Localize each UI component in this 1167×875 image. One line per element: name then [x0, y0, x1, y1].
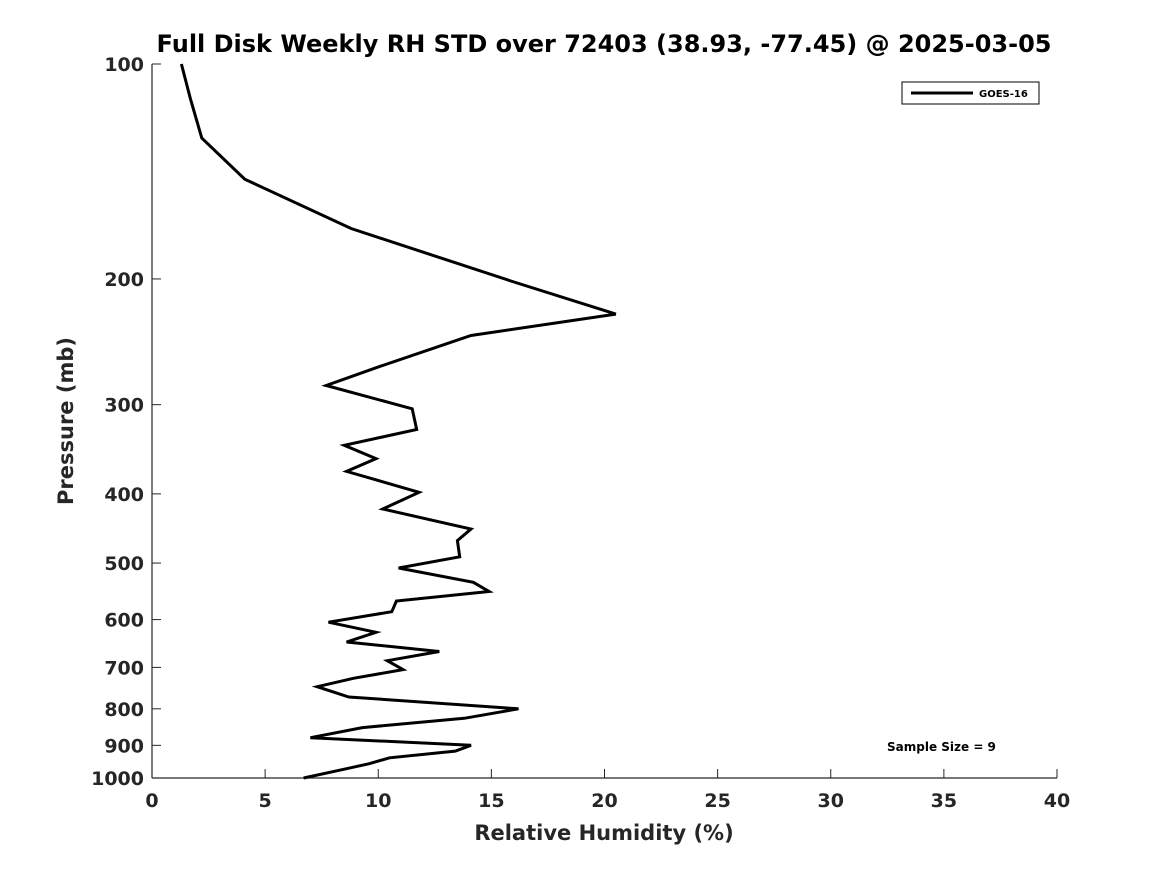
x-tick-label: 20: [591, 790, 617, 812]
legend: GOES-16: [901, 81, 1040, 105]
x-tick-label: 10: [365, 790, 391, 812]
plot-area: 0 5 10 15 20 25 30 35 40 100 200 300 400 500 600 700 80…: [91, 54, 1070, 812]
y-tick-label: 500: [104, 553, 144, 575]
y-ticks: 100 200 300 400 500 600 700 800 900 1000: [91, 54, 161, 790]
y-tick-label: 700: [104, 657, 144, 679]
x-tick-label: 40: [1044, 790, 1070, 812]
y-tick-label: 200: [104, 269, 144, 291]
x-tick-label: 25: [704, 790, 730, 812]
y-tick-label: 100: [104, 54, 144, 76]
sample-size-annotation: Sample Size = 9: [887, 740, 996, 754]
x-tick-label: 0: [145, 790, 158, 812]
y-tick-label: 400: [104, 484, 144, 506]
x-tick-label: 30: [818, 790, 844, 812]
series-group: [179, 63, 617, 780]
x-tick-label: 15: [478, 790, 504, 812]
y-axis-label: Pressure (mb): [54, 337, 78, 505]
y-tick-label: 1000: [91, 768, 144, 790]
chart-title: Full Disk Weekly RH STD over 72403 (38.9…: [157, 30, 1052, 58]
x-axis-label: Relative Humidity (%): [474, 821, 733, 845]
x-ticks: 0 5 10 15 20 25 30 35 40: [145, 769, 1070, 812]
y-tick-label: 800: [104, 699, 144, 721]
y-tick-label: 900: [104, 735, 144, 757]
y-tick-label: 600: [104, 610, 144, 632]
y-tick-label: 300: [104, 395, 144, 417]
series-line-1: [179, 63, 617, 780]
x-tick-label: 5: [259, 790, 272, 812]
legend-label: GOES-16: [979, 89, 1028, 100]
x-tick-label: 35: [931, 790, 957, 812]
